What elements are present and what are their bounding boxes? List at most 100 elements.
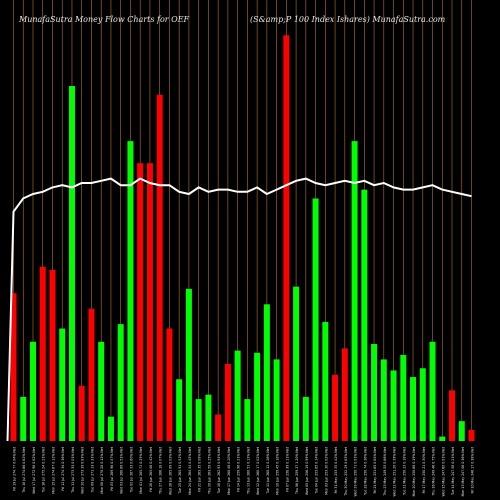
money-flow-bar (215, 414, 222, 441)
x-tick-label: Tue 21 May 250.23 0.18% Net (402, 446, 406, 496)
money-flow-bar (68, 85, 75, 442)
money-flow-bar (244, 399, 251, 441)
money-flow-bar (49, 269, 56, 441)
money-flow-bar (361, 189, 368, 441)
money-flow-bar (439, 436, 446, 441)
x-tick-label: Mon 20 May 250.68 0.19% Net (412, 446, 416, 496)
money-flow-bar (312, 198, 319, 441)
money-flow-bar (39, 266, 46, 441)
money-flow-bar (137, 163, 144, 442)
money-flow-bar (341, 348, 348, 441)
x-tick-label: Thu 13 Jun 260.51 0.13% Net (246, 446, 250, 495)
x-tick-label: Wed 10 Jul 273.39 0.83% Net (81, 446, 85, 494)
x-tick-label: Thu 18 Jul 274.66 0.62% Net (22, 446, 26, 494)
money-flow-bar (419, 368, 426, 441)
x-tick-label: Tue 25 Jun 265.91 0.52% Net (178, 446, 182, 494)
x-tick-label: Wed 22 May 251.20 0.39% Net (393, 446, 397, 496)
x-tick-label: Fri 21 Jun 263.35 0.09% Net (198, 446, 202, 492)
x-tick-label: Wed 03 Jul 268.69 0.51% Net (120, 446, 124, 494)
money-flow-bar (234, 350, 241, 441)
x-tick-label: Fri 28 Jun 265.06 0.42% Net (149, 446, 153, 492)
x-tick-label: Mon 13 May 247.06 0.36% Net (461, 446, 465, 496)
money-flow-bar (371, 343, 378, 441)
money-flow-bar (59, 328, 66, 441)
x-tick-label: Wed 26 Jun 265.99 0.03% Net (168, 446, 172, 495)
money-flow-bar (224, 363, 231, 441)
x-tick-label: Tue 28 May 250.74 0.36% Net (363, 446, 367, 496)
money-flow-bar (273, 359, 280, 441)
money-flow-bar (293, 286, 300, 441)
x-tick-label: Mon 17 Jun 260.48 0.20% Net (227, 446, 231, 494)
money-flow-line (6, 177, 472, 442)
x-tick-label: Tue 18 Jun 262.93 0.94% Net (217, 446, 221, 494)
x-tick-label: Thu 06 Jun 259.27 1.20% Net (295, 446, 299, 495)
x-tick-label: Fri 31 May 253.35 0.42% Net (334, 446, 338, 493)
money-flow-bar (410, 377, 417, 441)
x-tick-label: Mon 24 Jun 264.54 0.45% Net (188, 446, 192, 494)
x-tick-label: Mon 15 Jul 274.67 0.12% Net (51, 446, 55, 493)
x-tick-label: Wed 29 May 250.71 0.01% Net (354, 446, 358, 496)
x-tick-label: Fri 19 Jul 274.77 0.04% Net (13, 446, 17, 490)
bars (10, 35, 475, 442)
money-flow-bar (322, 321, 329, 441)
money-flow-bar (107, 416, 114, 441)
x-tick-label: Tue 11 Jun 260.12 0.26% Net (266, 446, 270, 494)
x-tick-label: Wed 17 Jul 272.98 0.82% Net (32, 446, 36, 494)
money-flow-bar (117, 324, 124, 441)
chart-title: MunafaSutra Money Flow Charts for OEF (19, 15, 190, 24)
x-tick-label: Fri 24 May 251.65 0.84% Net (373, 446, 377, 493)
x-tick-label: Fri 10 May 246.17 0.38% Net (471, 446, 475, 493)
money-flow-bar (351, 141, 358, 441)
x-tick-label: Tue 02 Jul 267.33 0.60% Net (129, 446, 133, 493)
x-tick-label: Wed 15 May 247.60 0.01% Net (441, 446, 445, 496)
money-flow-bar (98, 341, 105, 441)
x-tick-label: Thu 23 May 249.55 0.66% Net (383, 446, 387, 496)
money-flow-bar (185, 288, 192, 441)
x-tick-label: Fri 14 Jun 259.96 0.21% Net (237, 446, 241, 492)
x-tick-label: Tue 16 Jul 275.24 0.21% Net (42, 446, 46, 493)
money-flow-bar (166, 328, 173, 441)
x-tick-label: Mon 10 Jun 259.45 0.18% Net (276, 446, 280, 494)
x-tick-label: Tue 09 Jul 271.13 0.31% Net (90, 446, 94, 493)
x-tick-label: Tue 04 Jun 253.65 0.14% Net (315, 446, 319, 494)
money-flow-bar (332, 374, 339, 441)
x-tick-label: Thu 27 Jun 266.18 0.07% Net (159, 446, 163, 495)
money-flow-bar (176, 379, 183, 441)
money-flow-bar (195, 399, 202, 441)
x-tick-label: Fri 17 May 250.21 0.30% Net (422, 446, 426, 493)
x-tick-label: Thu 16 May 249.46 0.75% Net (432, 446, 436, 496)
money-flow-bar (29, 341, 36, 441)
money-flow-bar (390, 370, 397, 441)
money-flow-bar (88, 308, 95, 441)
x-axis-labels: Fri 19 Jul 274.77 0.04% Net Thu 18 Jul 27… (13, 446, 475, 496)
money-flow-bar (78, 385, 85, 441)
money-flow-bar (449, 390, 456, 441)
money-flow-bar (302, 396, 309, 441)
x-tick-label: Tue 14 May 247.58 0.21% Net (451, 446, 455, 496)
money-flow-bar (156, 94, 163, 441)
x-tick-label: Wed 05 Jun 256.19 0.99% Net (305, 446, 309, 495)
money-flow-bar (400, 355, 407, 441)
money-flow-bar (263, 304, 270, 441)
x-tick-label: Mon 03 Jun 253.30 0.02% Net (324, 446, 328, 494)
x-tick-label: Fri 07 Jun 258.99 0.11% Net (285, 446, 289, 492)
money-flow-bar (283, 35, 290, 441)
x-tick-label: Thu 11 Jul 273.35 0.01% Net (71, 446, 75, 494)
x-tick-label: Fri 05 Jul 269.96 0.47% Net (110, 446, 114, 490)
money-flow-bar (146, 163, 153, 442)
money-flow-bar (10, 293, 17, 441)
money-flow-bar (429, 341, 436, 441)
money-flow-bar (380, 359, 387, 441)
money-flow-bar (468, 429, 475, 441)
x-tick-label: Thu 30 May 252.29 0.63% Net (344, 446, 348, 496)
x-tick-label: Mon 08 Jul 270.28 0.12% Net (100, 446, 104, 493)
chart-subtitle: (S&amp;P 100 Index Ishares) MunafaSutra.… (250, 15, 446, 24)
money-flow-bar (127, 141, 134, 441)
money-flow-bar (458, 421, 465, 441)
x-tick-label: Fri 12 Jul 274.34 0.36% Net (61, 446, 65, 490)
x-tick-label: Thu 20 Jun 263.59 0.25% Net (207, 446, 211, 495)
money-flow-bar (20, 396, 27, 441)
x-tick-label: Mon 01 Jul 265.72 0.25% Net (139, 446, 143, 493)
money-flow-bar (205, 394, 212, 441)
